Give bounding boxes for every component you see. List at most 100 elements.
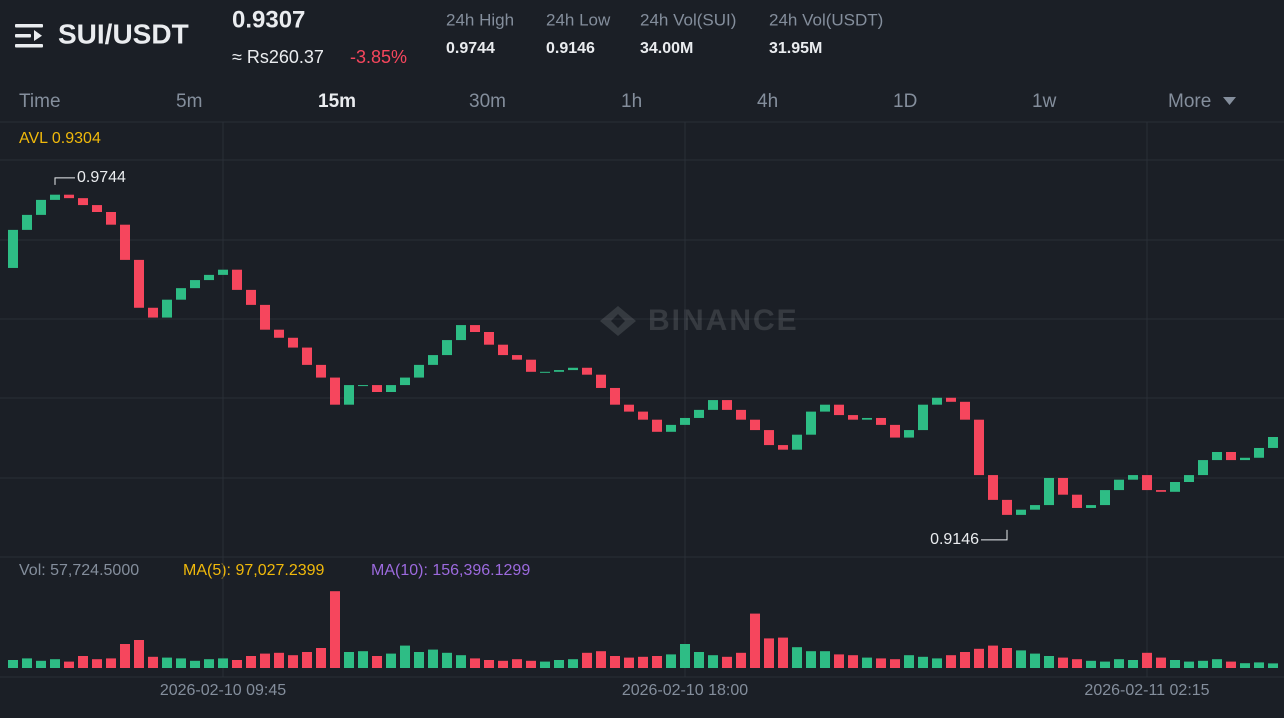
candle-body [848,415,858,420]
candle-body [204,274,214,281]
candle-body [218,269,228,275]
volume-bar [1212,659,1222,668]
candle-body [1114,479,1124,491]
candle-body [484,332,494,345]
candle-body [946,397,956,402]
interval-tab[interactable]: More [1168,91,1211,112]
candle-body [78,198,88,206]
candle-body [624,404,634,412]
volume-bar [624,657,634,668]
candle-body [568,367,578,371]
candle-body [932,397,942,405]
ma10-label: MA(10): 156,396.1299 [371,562,530,579]
volume-bar [470,658,480,668]
candle-body [148,307,158,318]
candle-body [358,385,368,387]
interval-tab[interactable]: 5m [176,91,202,112]
candle-body [792,434,802,450]
candle-body [778,445,788,450]
candle-body [1058,477,1068,495]
volume-bar [932,658,942,668]
candle-body [92,205,102,212]
grid [0,121,1284,678]
candle-body [694,409,704,418]
volume-bar [246,656,256,668]
candle-body [498,344,508,356]
candle-body [372,385,382,392]
volume-bar [78,656,88,668]
candle-body [554,370,564,372]
volume-bar [904,655,914,668]
candle-body [344,385,354,405]
volume-bar [120,644,130,668]
interval-tab[interactable]: Time [19,91,61,112]
high-marker-line [54,177,75,185]
volume-bar [876,658,886,668]
more-arrow[interactable] [1223,97,1236,105]
volume-bar [36,660,46,668]
candle-body [232,269,242,290]
volume-bar [1198,660,1208,668]
candle-body [736,409,746,420]
stat-value: 31.95M [769,40,822,57]
volume-bar [1240,663,1250,668]
volume-bar [8,660,18,668]
x-tick-label: 2026-02-10 09:45 [160,682,286,699]
volume-bar [526,660,536,668]
stat-label: 24h Vol(USDT) [769,10,883,29]
interval-tab[interactable]: 1h [621,91,642,112]
candle-body [470,325,480,332]
candle-body [1268,437,1278,448]
volume-bar [1142,652,1152,668]
volume-bar [400,645,410,668]
volume-bar [792,647,802,668]
candle-body [316,364,326,378]
volume-bar [638,656,648,668]
ma5-label: MA(5): 97,027.2399 [183,562,325,579]
interval-tab[interactable]: 15m [318,91,356,112]
candle-body [22,214,32,230]
symbol[interactable]: SUI/USDT [58,18,189,49]
volume-bar [1100,661,1110,668]
volume-bar [498,660,508,668]
x-tick-label: 2026-02-10 18:00 [622,682,748,699]
volume-bar [1058,657,1068,668]
volume-bar [666,654,676,668]
volume-bar [582,652,592,668]
candle-body [526,359,536,372]
candle-body [1030,505,1040,510]
volume-bar [1114,659,1124,668]
candle-body [666,424,676,432]
candle-body [904,430,914,438]
candle-body [442,340,452,356]
interval-tab[interactable]: 1w [1032,91,1057,112]
volume-bar [176,658,186,668]
volume-bar [162,657,172,668]
volume-bar [260,653,270,668]
candle-body [610,387,620,405]
candle-body [862,417,872,420]
volume-label: Vol: 57,724.5000 [19,562,139,579]
interval-tab[interactable]: 30m [469,91,506,112]
interval-tab[interactable]: 4h [757,91,778,112]
volume-bar [106,658,116,668]
volume-bar [1128,660,1138,668]
volume-bar [596,651,606,668]
candle-body [246,289,256,305]
candle-body [414,364,424,378]
candle-body [708,400,718,410]
volume-bar [386,653,396,668]
volume-bar [134,640,144,668]
candle-body [400,377,410,386]
volume-bar [890,659,900,668]
candle-body [540,371,550,373]
candle-body [162,299,172,318]
price-change: -3.85% [350,47,407,67]
menu-icon[interactable] [15,24,43,48]
interval-tab[interactable]: 1D [893,91,917,112]
volume-bar [428,649,438,668]
watermark-text: BINANCE [648,304,799,337]
volume-bar [834,654,844,668]
volume-bar [764,638,774,668]
candle-body [1254,447,1264,458]
